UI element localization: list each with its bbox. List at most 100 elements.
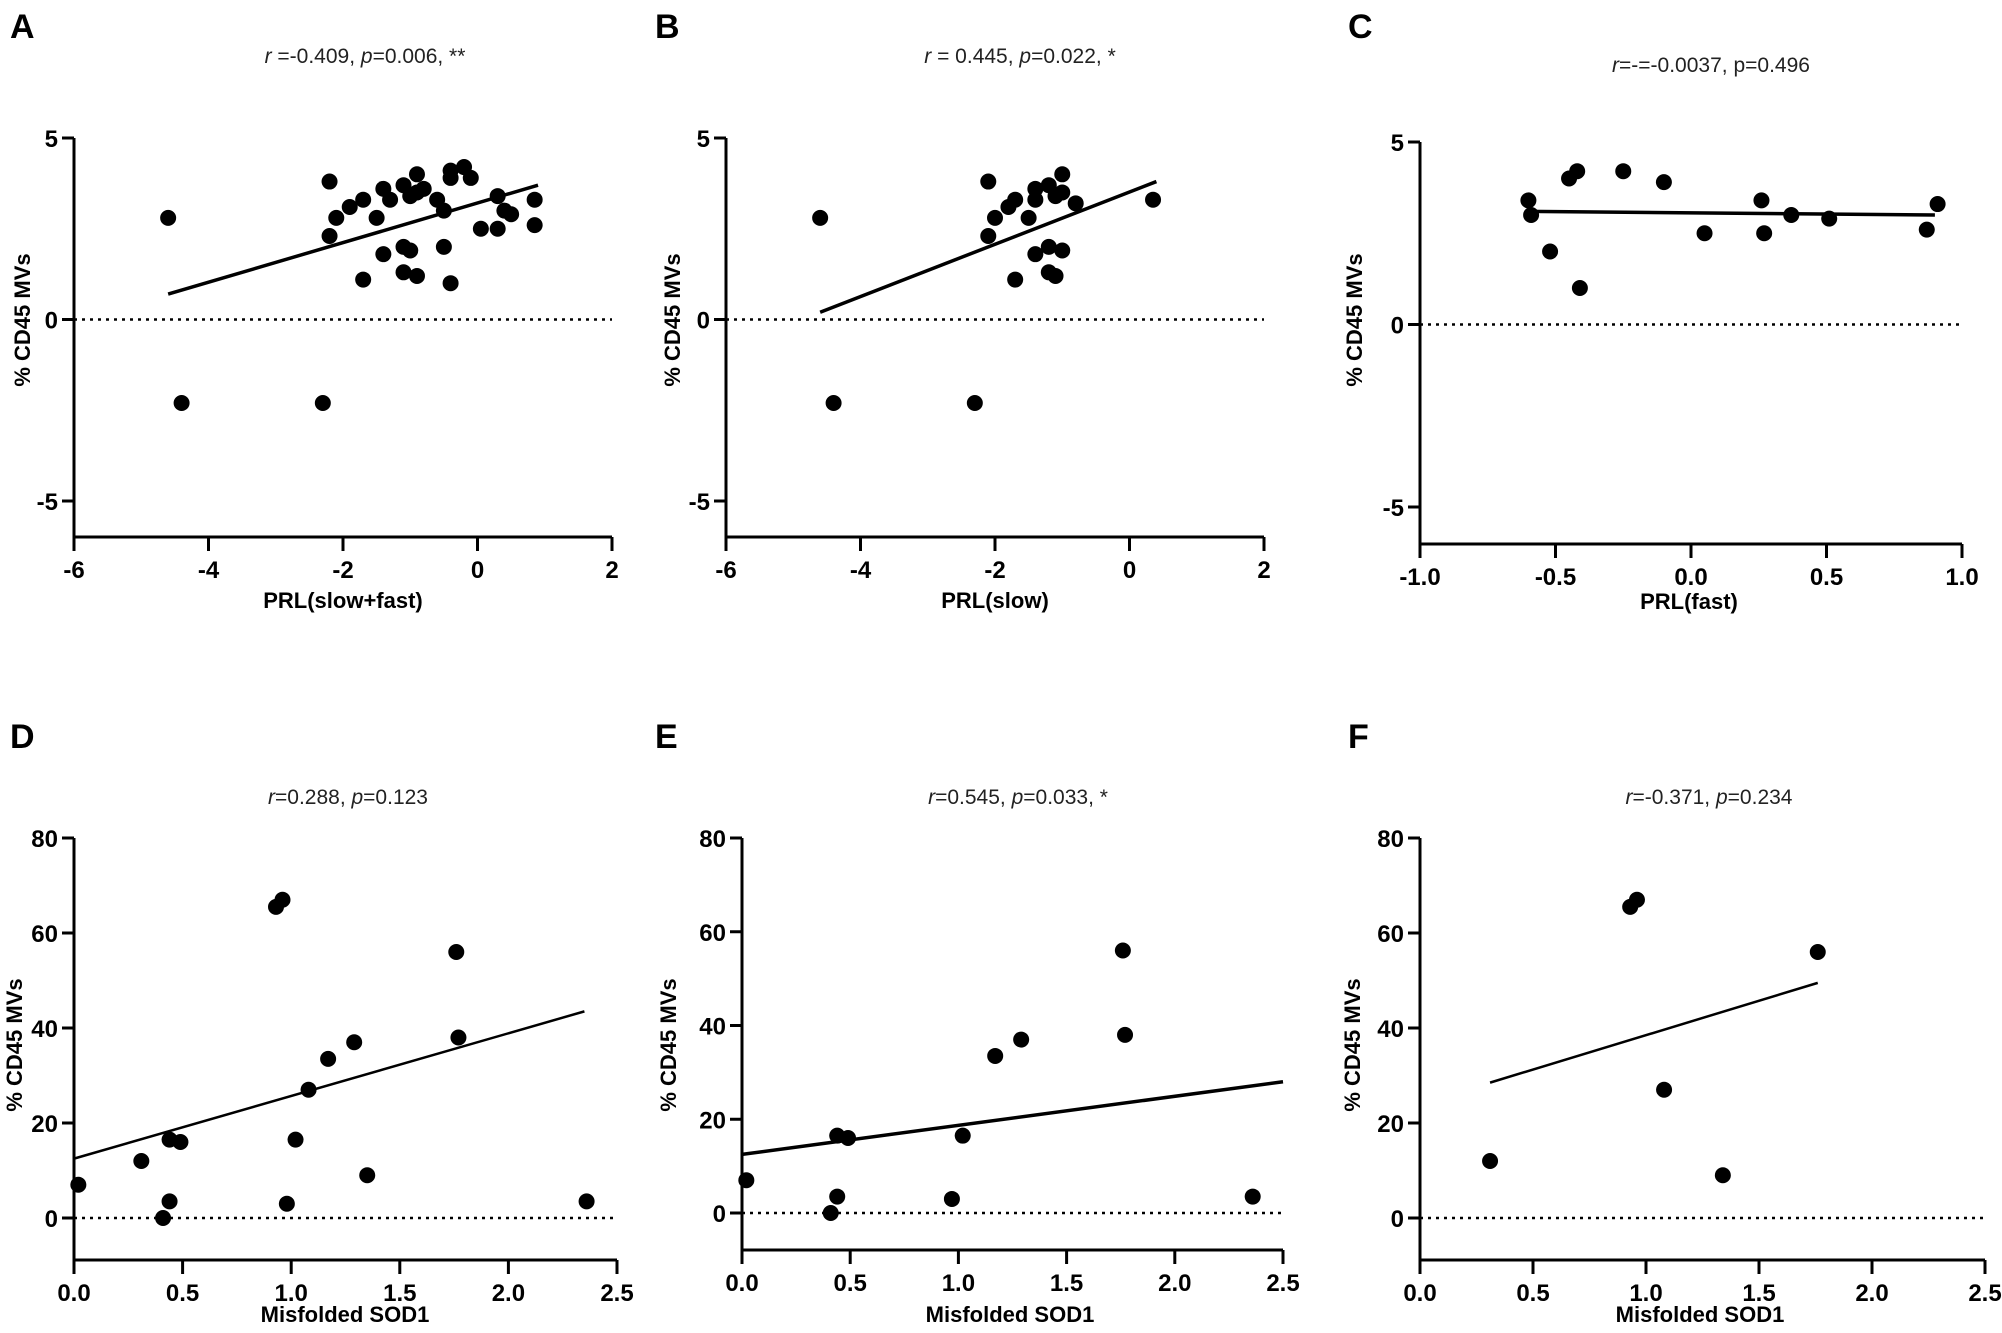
y-tick-label: 40 xyxy=(31,1016,58,1043)
x-tick-label: 0.0 xyxy=(1674,564,1707,591)
panel-letter: B xyxy=(655,8,680,46)
panel-e: Er=0.545, p=0.033, * 0 20 40 60 80 0.0 0.5 1.0 1.… xyxy=(655,718,1300,1327)
y-axis-title: % CD45 MVs xyxy=(1342,253,1367,386)
data-point xyxy=(1117,1026,1134,1043)
panel-letter: D xyxy=(10,718,35,756)
y-tick-label: 0 xyxy=(697,308,710,335)
regression-line xyxy=(741,1080,1284,1157)
x-tick-label: 2.5 xyxy=(1266,1270,1299,1297)
data-point xyxy=(133,1153,150,1169)
data-point xyxy=(402,242,419,259)
correlation-stat: r=0.288, p=0.123 xyxy=(268,786,428,809)
x-tick-label: 0.0 xyxy=(725,1270,758,1297)
data-point xyxy=(1027,246,1044,263)
x-tick-label: 2.0 xyxy=(492,1280,525,1307)
x-tick-label: 0.5 xyxy=(834,1270,867,1297)
data-point xyxy=(161,1193,178,1210)
data-point xyxy=(408,267,425,284)
data-point xyxy=(966,394,983,411)
data-point xyxy=(578,1193,595,1210)
data-point xyxy=(1013,1031,1030,1048)
data-point xyxy=(173,394,190,411)
stat-p-value: =0.022, * xyxy=(1031,45,1116,68)
data-point xyxy=(395,264,412,281)
data-point xyxy=(1809,944,1826,960)
y-tick-label: 20 xyxy=(31,1111,58,1138)
panel-d: Dr=0.288, p=0.123 0 20 40 60 80 0.0 0.5 1.0 1.5 2.… xyxy=(2,718,634,1327)
data-point xyxy=(1821,210,1838,227)
x-axis-title: PRL(slow+fast) xyxy=(263,588,423,613)
x-tick-label: 0.5 xyxy=(166,1280,199,1307)
data-point xyxy=(278,1195,295,1212)
data-point xyxy=(987,209,1003,226)
x-tick-label: -1.0 xyxy=(1399,564,1440,591)
y-tick-label: 80 xyxy=(699,826,726,853)
y-tick-label: 5 xyxy=(1391,130,1404,157)
data-point xyxy=(1696,225,1713,242)
y-axis-title: % CD45 MVs xyxy=(2,978,27,1111)
correlation-stat: r=-0.371, p=0.234 xyxy=(1626,786,1793,809)
stat-p-label: p xyxy=(360,45,373,68)
x-tick-label: -6 xyxy=(63,557,84,584)
x-tick-label: 1.5 xyxy=(1050,1270,1083,1297)
y-tick-label: -5 xyxy=(689,489,710,516)
x-tick-label: -4 xyxy=(850,557,872,584)
stat-p-value: =0.123 xyxy=(363,786,428,809)
data-point xyxy=(1615,163,1632,180)
y-axis-title: % CD45 MVs xyxy=(660,253,685,386)
x-axis-title: PRL(slow) xyxy=(941,588,1049,613)
data-point xyxy=(825,394,842,411)
stat-r-value: = 0.445, xyxy=(931,45,1019,68)
stat-p-value: =0.033, * xyxy=(1023,786,1108,809)
data-point xyxy=(155,1210,172,1226)
x-tick-label: 0.0 xyxy=(57,1280,90,1307)
data-point xyxy=(1929,196,1946,213)
correlation-stat: r=0.545, p=0.033, * xyxy=(928,786,1108,809)
y-tick-label: 5 xyxy=(697,126,710,153)
regression-line xyxy=(819,179,1158,314)
data-point xyxy=(1054,166,1071,183)
data-point xyxy=(382,191,399,208)
data-point xyxy=(320,1050,337,1067)
stat-r-label: r xyxy=(1612,54,1620,77)
data-point xyxy=(442,275,459,292)
y-tick-label: 80 xyxy=(1377,826,1404,853)
x-tick-label: -2 xyxy=(332,557,353,584)
stat-p-label: p xyxy=(1018,45,1031,68)
x-tick-label: 2.0 xyxy=(1158,1270,1191,1297)
x-tick-label: 0 xyxy=(471,557,484,584)
data-point xyxy=(1628,891,1645,908)
correlation-stat: r = 0.445, p=0.022, * xyxy=(924,45,1116,68)
panel-letter: C xyxy=(1348,8,1373,46)
data-point xyxy=(321,173,338,190)
panel-b: Br = 0.445, p=0.022, * -5 0 5 -6 -4 -2 0 2 PRL(sl… xyxy=(655,8,1271,613)
regression-line xyxy=(1489,981,1819,1084)
x-axis-title: Misfolded SOD1 xyxy=(926,1302,1095,1327)
y-tick-label: 40 xyxy=(1377,1016,1404,1043)
data-point xyxy=(341,198,358,215)
data-point xyxy=(300,1081,317,1098)
y-tick-label: 5 xyxy=(45,126,58,153)
x-tick-label: 0.0 xyxy=(1403,1280,1436,1307)
data-point xyxy=(1520,192,1537,209)
panel-letter: A xyxy=(10,8,35,46)
x-tick-label: 1.5 xyxy=(383,1280,416,1307)
data-point xyxy=(435,238,452,255)
x-tick-label: 0.5 xyxy=(1810,564,1843,591)
y-axis-title: % CD45 MVs xyxy=(10,253,35,386)
panel-a: Ar =-0.409, p=0.006, ** -5 0 5 -6 -4 -2 0 2 PRL(s… xyxy=(10,8,619,613)
regression-line xyxy=(73,1010,585,1160)
data-point xyxy=(359,1167,376,1184)
data-point xyxy=(1482,1153,1499,1169)
data-point xyxy=(1244,1188,1261,1205)
data-point xyxy=(1714,1167,1731,1184)
data-point xyxy=(472,220,489,237)
data-point xyxy=(1054,242,1071,259)
data-point xyxy=(829,1188,846,1205)
data-point xyxy=(1655,174,1672,191)
y-tick-label: 0 xyxy=(1391,313,1404,340)
y-tick-label: 0 xyxy=(1391,1206,1404,1233)
x-tick-label: 1.0 xyxy=(1945,564,1978,591)
data-point xyxy=(1145,191,1162,208)
correlation-stat: r =-0.409, p=0.006, ** xyxy=(265,45,466,68)
